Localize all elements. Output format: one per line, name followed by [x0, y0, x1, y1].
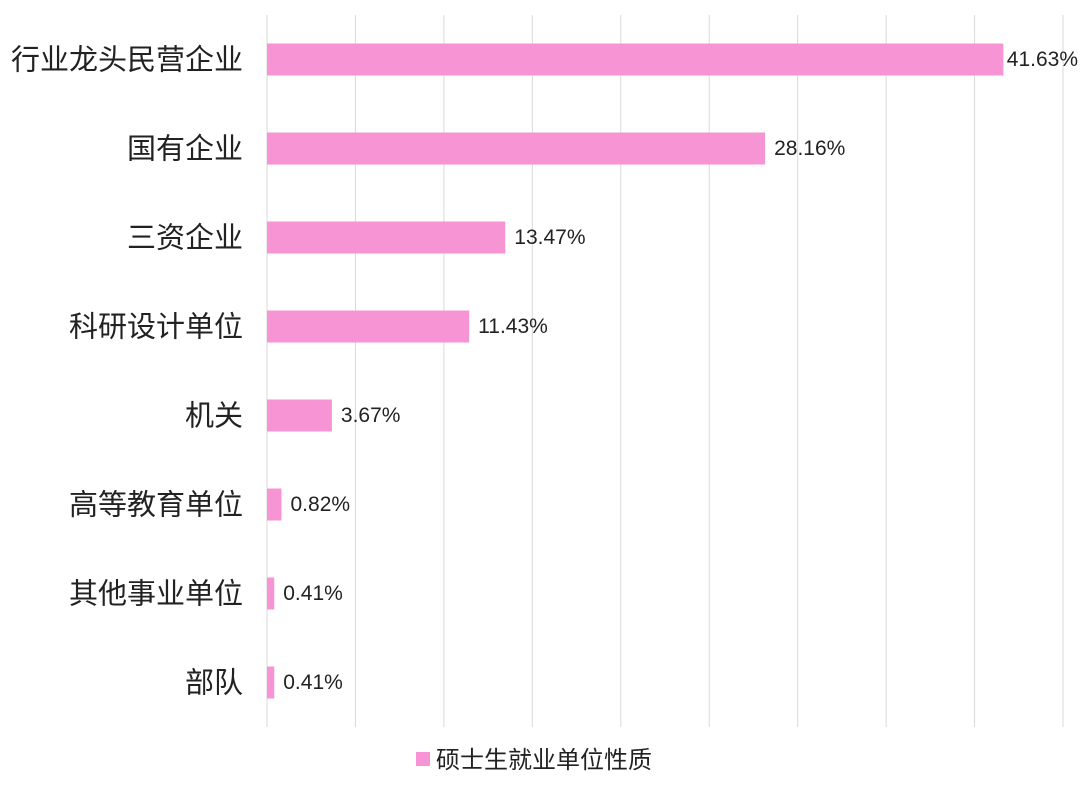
legend-swatch [416, 752, 430, 766]
bar [267, 666, 275, 699]
value-label: 0.41% [283, 582, 343, 605]
value-label: 41.63% [1007, 48, 1078, 71]
value-label: 13.47% [514, 226, 585, 249]
value-labels: 41.63% 28.16% 13.47% 11.43% 3.67% 0.82% 0.41% 0… [283, 48, 1078, 694]
category-label: 国有企业 [127, 132, 243, 166]
category-label: 高等教育单位 [69, 488, 243, 522]
value-label: 0.82% [291, 493, 351, 516]
bar [267, 132, 766, 165]
bar [267, 577, 275, 610]
legend: 硕士生就业单位性质 [416, 746, 652, 774]
category-label: 行业龙头民营企业 [11, 43, 243, 77]
bar [267, 221, 506, 254]
bar [267, 310, 470, 343]
category-label: 其他事业单位 [69, 577, 243, 611]
value-label: 0.41% [283, 671, 343, 694]
bar [267, 43, 1004, 76]
legend-label: 硕士生就业单位性质 [436, 746, 652, 774]
bars [267, 43, 1004, 699]
category-label: 科研设计单位 [69, 310, 243, 344]
category-label: 三资企业 [127, 221, 243, 255]
category-label: 部队 [185, 666, 243, 700]
value-label: 28.16% [774, 137, 845, 160]
bar [267, 399, 332, 432]
bar [267, 488, 282, 521]
value-label: 3.67% [341, 404, 401, 427]
value-label: 11.43% [478, 315, 548, 338]
gridlines [266, 15, 1064, 727]
category-label: 机关 [185, 399, 243, 433]
